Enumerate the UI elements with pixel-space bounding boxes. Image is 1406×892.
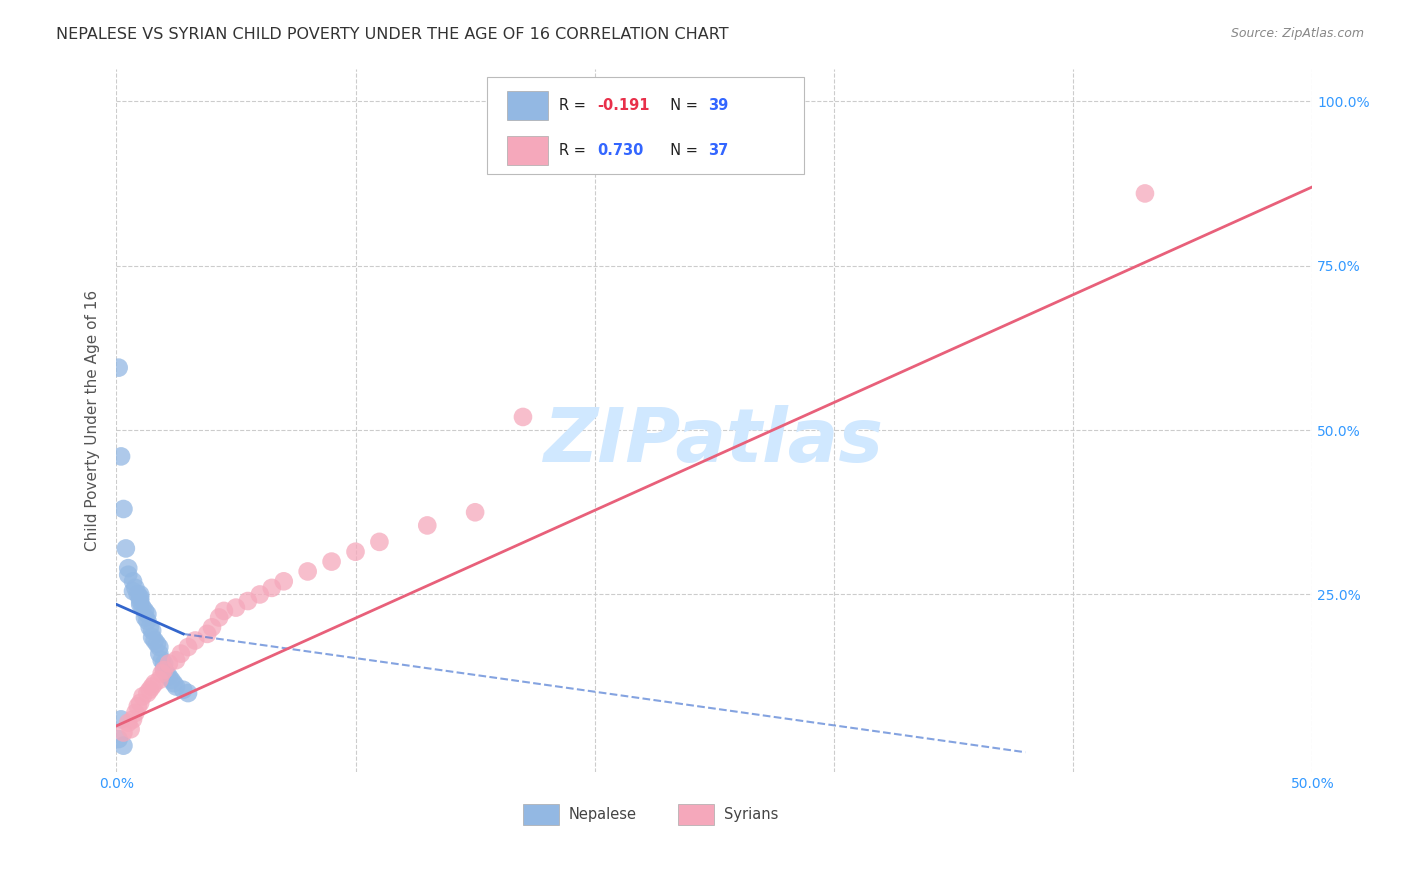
Bar — [679, 804, 714, 825]
Point — [129, 587, 152, 601]
Point — [112, 739, 135, 753]
Y-axis label: Child Poverty Under the Age of 16: Child Poverty Under the Age of 16 — [86, 290, 100, 550]
Point — [153, 663, 176, 677]
Point — [163, 676, 186, 690]
Text: NEPALESE VS SYRIAN CHILD POVERTY UNDER THE AGE OF 16 CORRELATION CHART: NEPALESE VS SYRIAN CHILD POVERTY UNDER T… — [56, 27, 728, 42]
Point — [201, 620, 224, 634]
Point — [124, 706, 146, 720]
Point — [512, 409, 534, 424]
Point — [464, 505, 486, 519]
Point — [165, 653, 187, 667]
Point — [131, 690, 153, 704]
Point — [212, 604, 235, 618]
Point — [110, 450, 132, 464]
Point — [115, 541, 138, 556]
Text: N =: N = — [661, 144, 702, 158]
Point — [117, 715, 139, 730]
Text: R =: R = — [558, 144, 591, 158]
Point — [129, 594, 152, 608]
Text: Syrians: Syrians — [724, 806, 779, 822]
Point — [297, 565, 319, 579]
Point — [157, 657, 180, 671]
Point — [160, 673, 183, 687]
Point — [321, 555, 343, 569]
Text: R =: R = — [558, 98, 591, 113]
Point — [157, 670, 180, 684]
Point — [112, 502, 135, 516]
Point — [150, 666, 173, 681]
Point — [117, 561, 139, 575]
Point — [124, 581, 146, 595]
Point — [141, 680, 163, 694]
Point — [153, 663, 176, 677]
Point — [129, 696, 152, 710]
Point — [122, 584, 145, 599]
Point — [117, 567, 139, 582]
Point — [136, 686, 159, 700]
Point — [208, 610, 231, 624]
Point — [165, 680, 187, 694]
Point — [136, 607, 159, 622]
Point — [195, 627, 218, 641]
Point — [1133, 186, 1156, 201]
Text: N =: N = — [661, 98, 702, 113]
Point — [141, 624, 163, 638]
Text: -0.191: -0.191 — [598, 98, 650, 113]
Point — [148, 647, 170, 661]
Point — [368, 534, 391, 549]
Text: 0.730: 0.730 — [598, 144, 644, 158]
Point — [153, 657, 176, 671]
Text: 39: 39 — [709, 98, 728, 113]
Point — [177, 640, 200, 654]
Text: Source: ZipAtlas.com: Source: ZipAtlas.com — [1230, 27, 1364, 40]
Text: ZIPatlas: ZIPatlas — [544, 405, 884, 478]
Point — [150, 653, 173, 667]
Point — [139, 682, 162, 697]
Point — [141, 630, 163, 644]
Point — [129, 591, 152, 605]
Point — [249, 587, 271, 601]
Point — [260, 581, 283, 595]
Point — [273, 574, 295, 589]
Point — [416, 518, 439, 533]
Bar — [508, 91, 548, 120]
Point — [143, 633, 166, 648]
Point — [177, 686, 200, 700]
Bar — [508, 136, 548, 165]
Point — [139, 620, 162, 634]
Point — [131, 600, 153, 615]
Point — [134, 604, 156, 618]
Point — [107, 732, 129, 747]
Text: Nepalese: Nepalese — [568, 806, 637, 822]
Point — [143, 676, 166, 690]
Point — [120, 723, 142, 737]
Point — [170, 647, 193, 661]
Point — [148, 640, 170, 654]
Point — [148, 673, 170, 687]
Point — [172, 682, 194, 697]
Point — [107, 360, 129, 375]
Point — [122, 574, 145, 589]
Point — [236, 594, 259, 608]
Point — [146, 637, 169, 651]
Point — [122, 712, 145, 726]
Point — [136, 614, 159, 628]
Point — [134, 610, 156, 624]
Point — [129, 597, 152, 611]
Point — [112, 725, 135, 739]
Point — [225, 600, 247, 615]
Point — [127, 699, 149, 714]
Bar — [523, 804, 558, 825]
Point — [127, 587, 149, 601]
FancyBboxPatch shape — [486, 77, 804, 174]
Point — [344, 545, 367, 559]
Text: 37: 37 — [709, 144, 728, 158]
Point — [184, 633, 207, 648]
Point — [155, 666, 177, 681]
Point — [110, 712, 132, 726]
